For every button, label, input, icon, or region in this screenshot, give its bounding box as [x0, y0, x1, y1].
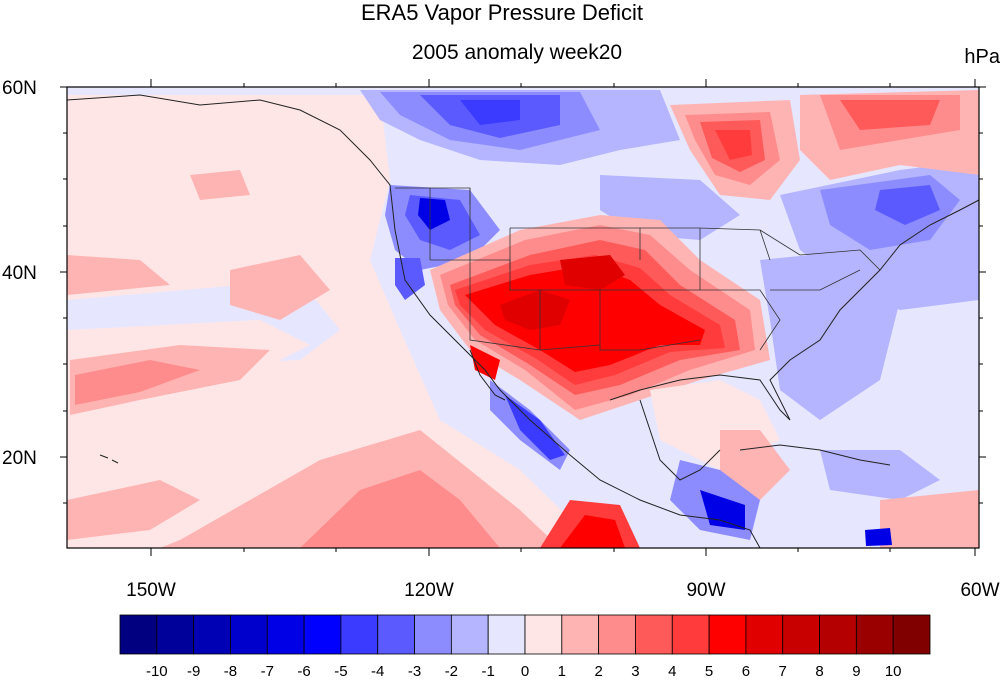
colorbar-box	[450, 614, 489, 655]
colorbar-label: 10	[885, 663, 902, 680]
lon-label-120w: 120W	[404, 580, 454, 601]
colorbar-box	[156, 614, 195, 655]
colorbar-label: 0	[521, 663, 529, 680]
lon-label-150w: 150W	[126, 580, 176, 601]
colorbar-label: -3	[408, 663, 421, 680]
colorbar-label: -8	[224, 663, 237, 680]
colorbar-label: 7	[779, 663, 787, 680]
colorbar-label: 3	[631, 663, 639, 680]
colorbar-box	[377, 614, 415, 655]
anomaly-field	[67, 87, 979, 548]
colorbar-box	[745, 614, 784, 655]
colorbar-label: 2	[594, 663, 602, 680]
colorbar-label: 9	[852, 663, 860, 680]
colorbar-box	[340, 614, 379, 655]
lat-label-60n: 60N	[2, 78, 37, 99]
colorbar-box	[230, 614, 268, 655]
lon-label-90w: 90W	[686, 580, 725, 601]
colorbar-box	[561, 614, 600, 655]
colorbar-label: -1	[482, 663, 495, 680]
colorbar-box	[782, 614, 820, 655]
colorbar-box	[819, 614, 857, 655]
units-label: hPa	[964, 46, 1000, 68]
coastlines	[67, 94, 979, 548]
colorbar-box	[193, 614, 231, 655]
colorbar-label: -4	[371, 663, 384, 680]
colorbar-box	[855, 614, 894, 655]
colorbar-label: 4	[668, 663, 676, 680]
map-title: ERA5 Vapor Pressure Deficit	[360, 0, 644, 25]
colorbar-label: -6	[297, 663, 310, 680]
colorbar-label: -10	[146, 663, 168, 680]
lon-label-60w: 60W	[960, 580, 999, 601]
colorbar-label: 6	[742, 663, 750, 680]
colorbar-label: -5	[334, 663, 347, 680]
colorbar-box	[524, 614, 563, 655]
colorbar-box	[414, 614, 452, 655]
lat-label-40n: 40N	[2, 263, 37, 284]
colorbar-box	[635, 614, 673, 655]
colorbar-label: -9	[187, 663, 200, 680]
colorbar-box	[892, 614, 931, 655]
map-subtitle: 2005 anomaly week20	[411, 41, 623, 64]
colorbar-label: 8	[815, 663, 823, 680]
colorbar-box	[598, 614, 636, 655]
colorbar-box	[671, 614, 710, 655]
lat-label-20n: 20N	[2, 448, 37, 469]
colorbar-label: -7	[261, 663, 274, 680]
colorbar-label: -2	[445, 663, 458, 680]
colorbar-box	[487, 614, 526, 655]
colorbar-label: 1	[558, 663, 566, 680]
colorbar-label: 5	[705, 663, 713, 680]
colorbar: -10 -9 -8 -7 -6 -5 -4 -3 -2 -1 0 1 2 3 4 5 6 7 8 9 10	[119, 614, 931, 680]
colorbar-box	[303, 614, 342, 655]
colorbar-box	[119, 614, 158, 655]
colorbar-box	[708, 614, 747, 655]
axis-ticks	[60, 79, 986, 556]
state-boundaries	[395, 187, 881, 351]
colorbar-box	[266, 614, 305, 655]
